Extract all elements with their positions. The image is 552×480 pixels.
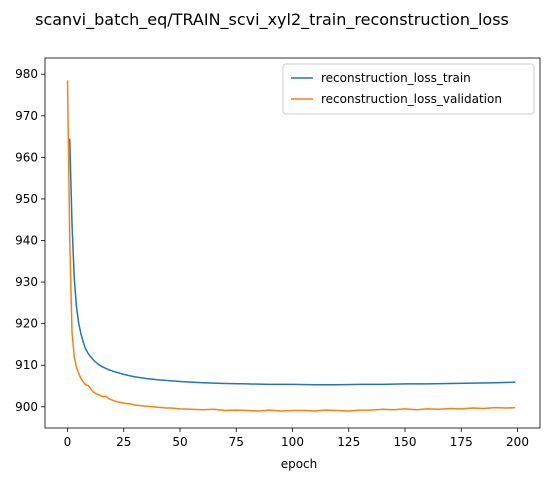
y-tick-label: 950 <box>15 192 38 206</box>
y-tick-label: 920 <box>15 317 38 331</box>
x-axis-label: epoch <box>281 457 318 471</box>
y-tick-label: 900 <box>15 400 38 414</box>
x-tick-label: 100 <box>281 435 304 449</box>
chart-title: scanvi_batch_eq/TRAIN_scvi_xyl2_train_re… <box>35 10 509 30</box>
plot-area: 0 25 50 75 100 125 150 175 200 900 910 920 930 940 950… <box>15 57 541 449</box>
series-line-2 <box>66 80 516 412</box>
x-tick-label: 75 <box>229 435 244 449</box>
x-tick-label: 125 <box>337 435 360 449</box>
y-tick-label: 960 <box>15 150 38 164</box>
x-tick-label: 50 <box>172 435 187 449</box>
legend-frame <box>282 63 535 115</box>
y-tick-label: 910 <box>15 358 38 372</box>
x-tick-label: 150 <box>394 435 417 449</box>
y-tick-label: 980 <box>15 67 38 81</box>
x-tick-label: 25 <box>116 435 131 449</box>
legend-entry-2: reconstruction_loss_validation <box>321 92 502 106</box>
legend: reconstruction_loss_train reconstruction_… <box>282 63 535 115</box>
y-tick-label: 970 <box>15 109 38 123</box>
legend-entry-1: reconstruction_loss_train <box>321 71 471 85</box>
x-tick-label: 0 <box>64 435 72 449</box>
x-tick-label: 200 <box>506 435 529 449</box>
x-tick-label: 175 <box>450 435 473 449</box>
series-line-1 <box>69 138 516 386</box>
y-tick-label: 930 <box>15 275 38 289</box>
y-tick-label: 940 <box>15 234 38 248</box>
